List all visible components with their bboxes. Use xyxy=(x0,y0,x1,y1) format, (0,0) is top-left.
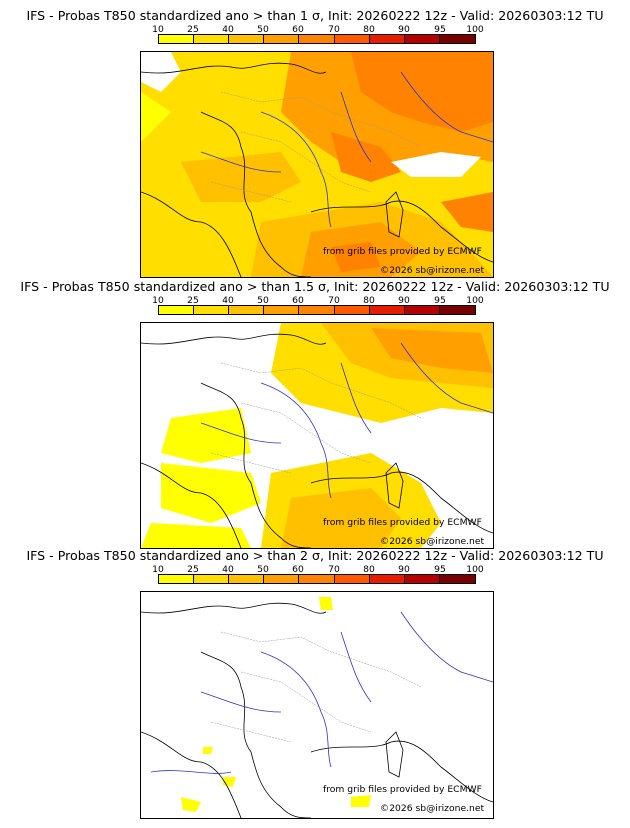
colorbar-cell xyxy=(264,575,300,583)
borders xyxy=(210,91,422,203)
colorbar-cell xyxy=(299,575,335,583)
source-credit: from grib files provided by ECMWF xyxy=(323,517,482,528)
source-credit: from grib files provided by ECMWF xyxy=(323,246,482,257)
tick-label: 25 xyxy=(187,564,199,575)
colorbar xyxy=(158,305,476,315)
coastlines xyxy=(141,62,493,277)
colorbar-cell xyxy=(404,306,440,314)
colorbar-cell xyxy=(229,35,265,43)
tick-label: 50 xyxy=(257,564,269,575)
map-graphic xyxy=(141,592,493,818)
map-graphic xyxy=(141,52,493,277)
tick-label: 95 xyxy=(434,295,446,306)
panel-title: IFS - Probas T850 standardized ano > tha… xyxy=(20,279,610,294)
source-credit: from grib files provided by ECMWF xyxy=(323,784,482,795)
probability-map xyxy=(140,51,494,278)
tick-label: 80 xyxy=(363,24,375,35)
colorbar-cell xyxy=(369,35,405,43)
tick-label: 40 xyxy=(222,295,234,306)
tick-label: 60 xyxy=(292,24,304,35)
tick-label: 80 xyxy=(363,295,375,306)
tick-label: 50 xyxy=(257,295,269,306)
tick-label: 25 xyxy=(187,24,199,35)
coastlines xyxy=(141,602,493,818)
copyright-credit: ©2026 sb@irizone.net xyxy=(380,803,485,814)
borders xyxy=(210,631,422,743)
colorbar-cell xyxy=(404,575,440,583)
colorbar xyxy=(158,574,476,584)
colorbar-cell xyxy=(194,306,230,314)
coastlines xyxy=(141,333,493,548)
colorbar-cell xyxy=(194,35,230,43)
colorbar-cell xyxy=(299,35,335,43)
colorbar-cell xyxy=(334,35,370,43)
tick-label: 10 xyxy=(152,564,164,575)
tick-label: 100 xyxy=(466,564,484,575)
copyright-credit: ©2026 sb@irizone.net xyxy=(380,536,485,547)
map-panel-2sigma: IFS - Probas T850 standardized ano > tha… xyxy=(0,548,630,823)
colorbar xyxy=(158,34,476,44)
colorbar-cell xyxy=(159,306,195,314)
colorbar-cell xyxy=(264,306,300,314)
map-panel-1.5sigma: IFS - Probas T850 standardized ano > tha… xyxy=(0,279,630,549)
colorbar-cell xyxy=(299,306,335,314)
tick-label: 90 xyxy=(398,295,410,306)
colorbar-cell xyxy=(369,575,405,583)
colorbar-cell xyxy=(439,575,475,583)
probability-shading xyxy=(141,323,493,548)
rivers xyxy=(200,342,493,499)
panel-title: IFS - Probas T850 standardized ano > tha… xyxy=(26,8,604,23)
colorbar-cell xyxy=(159,35,195,43)
tick-label: 70 xyxy=(328,564,340,575)
colorbar-cell xyxy=(159,575,195,583)
tick-label: 40 xyxy=(222,564,234,575)
rivers xyxy=(200,71,493,228)
probability-shading xyxy=(141,592,493,818)
map-panel-1sigma: IFS - Probas T850 standardized ano > tha… xyxy=(0,8,630,278)
colorbar-cell xyxy=(439,306,475,314)
tick-label: 10 xyxy=(152,295,164,306)
colorbar-cell xyxy=(404,35,440,43)
tick-label: 90 xyxy=(398,24,410,35)
tick-label: 70 xyxy=(328,295,340,306)
colorbar-cell xyxy=(334,575,370,583)
tick-label: 60 xyxy=(292,295,304,306)
tick-label: 60 xyxy=(292,564,304,575)
colorbar-cell xyxy=(229,575,265,583)
colorbar-cell xyxy=(439,35,475,43)
rivers xyxy=(150,611,493,774)
copyright-credit: ©2026 sb@irizone.net xyxy=(380,265,485,276)
tick-label: 70 xyxy=(328,24,340,35)
map-graphic xyxy=(141,323,493,548)
tick-label: 10 xyxy=(152,24,164,35)
tick-label: 95 xyxy=(434,24,446,35)
tick-label: 40 xyxy=(222,24,234,35)
panel-title: IFS - Probas T850 standardized ano > tha… xyxy=(26,548,604,563)
probability-map xyxy=(140,591,494,819)
tick-label: 100 xyxy=(466,295,484,306)
colorbar-cell xyxy=(194,575,230,583)
tick-label: 100 xyxy=(466,24,484,35)
tick-label: 95 xyxy=(434,564,446,575)
tick-label: 80 xyxy=(363,564,375,575)
tick-label: 50 xyxy=(257,24,269,35)
borders xyxy=(210,362,422,474)
tick-label: 90 xyxy=(398,564,410,575)
colorbar-cell xyxy=(229,306,265,314)
colorbar-cell xyxy=(264,35,300,43)
colorbar-cell xyxy=(369,306,405,314)
probability-shading xyxy=(141,52,493,277)
probability-map xyxy=(140,322,494,549)
colorbar-cell xyxy=(334,306,370,314)
tick-label: 25 xyxy=(187,295,199,306)
